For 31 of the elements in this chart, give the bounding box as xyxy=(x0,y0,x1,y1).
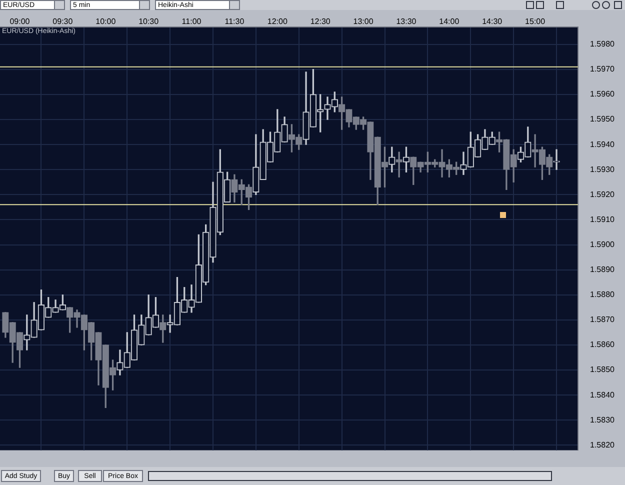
x-tick-label: 10:00 xyxy=(96,17,116,26)
y-tick-label: 1.5820 xyxy=(590,440,616,450)
x-tick-label: 10:30 xyxy=(138,17,160,26)
y-tick-label: 1.5930 xyxy=(590,164,616,174)
x-tick-label: 12:00 xyxy=(267,17,288,26)
y-tick-label: 1.5950 xyxy=(590,114,616,124)
y-tick-label: 1.5940 xyxy=(590,140,616,149)
candlestick xyxy=(396,152,402,178)
y-tick-label: 1.5880 xyxy=(590,290,616,300)
x-tick-label: 11:00 xyxy=(182,17,202,26)
y-tick-label: 1.5870 xyxy=(590,315,616,324)
x-tick-label: 09:00 xyxy=(10,17,30,26)
y-tick-label: 1.5920 xyxy=(590,190,616,199)
x-tick-label: 09:30 xyxy=(52,17,74,26)
x-tick-label: 12:30 xyxy=(310,17,331,26)
y-tick-label: 1.5960 xyxy=(590,90,616,99)
y-tick-label: 1.5860 xyxy=(590,340,616,350)
x-tick-label: 15:00 xyxy=(525,17,546,26)
y-tick-label: 1.5830 xyxy=(590,415,616,424)
y-tick-label: 1.5840 xyxy=(590,390,616,400)
y-tick-label: 1.5900 xyxy=(590,240,616,249)
y-tick-label: 1.5890 xyxy=(590,265,616,274)
y-tick-label: 1.5970 xyxy=(590,64,616,74)
y-tick-label: 1.5850 xyxy=(590,365,616,374)
x-tick-label: 13:00 xyxy=(353,17,374,26)
x-tick-label: 11:30 xyxy=(224,17,245,26)
y-tick-label: 1.5980 xyxy=(590,40,616,49)
x-tick-label: 13:30 xyxy=(396,17,417,26)
x-tick-label: 14:30 xyxy=(482,17,503,26)
y-tick-label: 1.5910 xyxy=(590,214,616,224)
x-tick-label: 14:00 xyxy=(439,17,460,26)
